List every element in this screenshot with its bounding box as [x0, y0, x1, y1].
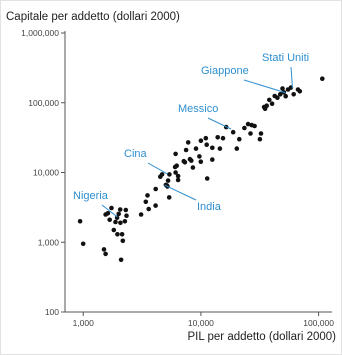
data-point: [280, 86, 285, 91]
data-point: [210, 157, 215, 162]
data-point: [257, 136, 263, 142]
data-point: [175, 173, 181, 179]
x-axis-title: PIL per addetto (dollari 2000): [187, 331, 336, 343]
data-point: [252, 123, 257, 129]
data-points: [77, 76, 325, 263]
annotation-leader-india: [164, 184, 197, 201]
y-tick-label: 100,000: [28, 98, 59, 108]
data-point: [166, 195, 172, 200]
data-point: [167, 172, 172, 177]
data-point: [143, 199, 149, 205]
data-point: [165, 178, 171, 183]
data-point: [297, 89, 303, 94]
data-point: [118, 220, 123, 226]
data-point: [124, 213, 129, 218]
y-tick-label: 1,000: [38, 237, 60, 247]
data-point: [153, 186, 158, 192]
data-point: [173, 170, 178, 175]
data-point: [267, 97, 272, 103]
data-point: [210, 145, 215, 151]
data-point: [183, 147, 189, 153]
data-point: [120, 238, 126, 244]
data-point: [245, 121, 251, 127]
data-point: [185, 140, 191, 145]
data-point: [198, 159, 204, 164]
data-point: [105, 211, 111, 216]
data-point: [77, 219, 83, 224]
data-point: [264, 103, 270, 108]
data-point: [119, 232, 125, 237]
x-tick-label: 10,000: [188, 318, 214, 328]
data-point: [291, 92, 297, 97]
data-point: [138, 212, 144, 217]
annotation-label-india: India: [197, 201, 222, 213]
data-point: [204, 176, 210, 181]
data-point: [173, 151, 178, 157]
axes: 100 1,000 10,000 100,000 1,000,000 1,000 10,00…: [21, 28, 334, 328]
data-point: [122, 219, 128, 224]
annotation-leader-stati-uniti: [290, 66, 293, 89]
data-point: [258, 131, 264, 136]
data-point: [269, 101, 275, 106]
data-point: [283, 93, 289, 99]
annotation-label-messico: Messico: [178, 103, 218, 115]
data-point: [146, 206, 151, 212]
data-point: [237, 136, 242, 142]
annotation-label-cina: Cina: [124, 148, 148, 160]
data-point: [193, 146, 199, 151]
y-axis-title: Capitale per addetto (dollari 2000): [6, 11, 180, 23]
data-point: [234, 146, 240, 151]
data-point: [220, 135, 226, 141]
data-point: [101, 247, 107, 252]
annotation-leader-nigeria: [101, 204, 118, 218]
data-point: [80, 241, 86, 247]
y-tick-label: 100: [45, 307, 59, 317]
data-point: [230, 129, 236, 135]
data-point: [217, 146, 223, 151]
data-point: [145, 193, 150, 198]
x-tick-label: 100,000: [303, 318, 334, 328]
data-point: [275, 95, 280, 100]
data-point: [109, 205, 114, 211]
data-point: [115, 232, 120, 237]
data-point: [116, 211, 121, 217]
annotation-label-giappone: Giappone: [201, 65, 249, 77]
data-point: [113, 219, 118, 225]
data-point: [118, 257, 124, 263]
data-point: [103, 251, 108, 257]
annotations: Stati Uniti Giappone Messico Cina India Niger…: [73, 52, 309, 218]
data-point: [114, 215, 120, 220]
data-point: [320, 76, 325, 81]
y-tick-label: 1,000,000: [21, 28, 59, 38]
data-point: [248, 131, 253, 136]
data-point: [278, 92, 283, 97]
data-point: [123, 207, 129, 213]
data-point: [197, 154, 202, 159]
annotation-leader-messico: [207, 117, 232, 130]
annotation-label-nigeria: Nigeria: [73, 190, 109, 202]
data-point: [159, 172, 165, 177]
data-point: [107, 217, 112, 223]
data-point: [175, 177, 181, 183]
data-point: [190, 165, 196, 170]
y-tick-label: 10,000: [33, 168, 59, 178]
data-point: [215, 135, 220, 140]
data-point: [203, 135, 209, 141]
data-point: [111, 227, 117, 233]
data-point: [189, 158, 194, 163]
data-point: [242, 125, 247, 131]
data-point: [204, 142, 209, 147]
data-point: [117, 207, 123, 212]
data-point: [153, 203, 158, 208]
annotation-label-stati-uniti: Stati Uniti: [262, 52, 309, 64]
x-tick-label: 1,000: [73, 318, 95, 328]
annotation-leader-giappone: [243, 79, 286, 94]
data-point: [174, 163, 179, 168]
data-point: [182, 160, 188, 165]
annotation-leader-cina: [147, 162, 168, 175]
data-point: [198, 138, 204, 143]
